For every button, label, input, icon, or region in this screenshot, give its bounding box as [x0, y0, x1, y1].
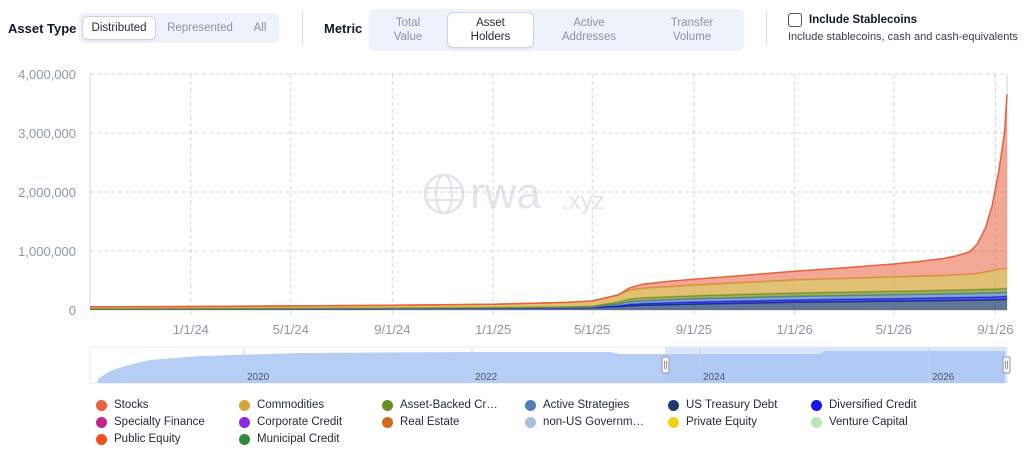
divider: [302, 10, 303, 46]
legend-item-real-estate[interactable]: Real Estate: [382, 416, 459, 428]
navigator-left-handle[interactable]: [661, 356, 670, 374]
globe-icon-meridian: [435, 174, 453, 214]
legend-label: Asset-Backed Cr…: [400, 399, 498, 411]
navigator-year-label: 2026: [932, 372, 955, 383]
metric-asset-holders-button[interactable]: Asset Holders: [447, 12, 534, 48]
y-tick-label: 3,000,000: [18, 126, 76, 141]
series-area-commodities: [90, 268, 1007, 309]
legend-label: Private Equity: [686, 416, 757, 428]
include-stablecoins-description: Include stablecoins, cash and cash-equiv…: [788, 31, 1018, 43]
legend-swatch: [525, 399, 536, 411]
legend-swatch: [382, 399, 393, 411]
legend-label: Corporate Credit: [257, 416, 343, 428]
legend-item-asset-backed-cr[interactable]: Asset-Backed Cr…: [382, 399, 498, 411]
x-tick-label: 1/1/24: [173, 322, 209, 337]
legend-label: Public Equity: [114, 433, 181, 445]
legend-swatch: [668, 399, 679, 411]
legend-item-specialty-finance[interactable]: Specialty Finance: [96, 416, 205, 428]
x-tick-label: 5/1/24: [273, 322, 309, 337]
legend-swatch: [525, 416, 536, 428]
y-tick-label: 2,000,000: [18, 185, 76, 200]
legend-swatch: [96, 416, 107, 428]
x-tick-label: 9/1/24: [374, 322, 410, 337]
watermark-suffix: .xyz: [562, 188, 605, 215]
watermark: rwa .xyz: [423, 169, 605, 218]
watermark-text: rwa: [470, 169, 541, 218]
legend-item-stocks[interactable]: Stocks: [96, 399, 149, 411]
legend-label: Real Estate: [400, 416, 460, 428]
legend-item-corporate-credit[interactable]: Corporate Credit: [239, 416, 342, 428]
series-areas: [89, 94, 1008, 310]
legend-swatch: [811, 416, 822, 428]
legend-swatch: [96, 399, 107, 411]
legend-swatch: [668, 416, 679, 428]
x-tick-label: 9/1/26: [977, 322, 1013, 337]
x-axis: 1/1/24 5/1/24 9/1/24 1/1/25 5/1/25 9/1/25 1/1/…: [173, 310, 1014, 337]
legend-item-us-treasury-debt[interactable]: US Treasury Debt: [668, 399, 777, 411]
y-tick-label: 0: [69, 303, 76, 318]
metric-toggle: Total Value Asset Holders Active Address…: [369, 9, 744, 51]
include-stablecoins-checkbox[interactable]: [788, 13, 802, 27]
y-tick-label: 4,000,000: [18, 67, 76, 82]
legend-swatch: [239, 416, 250, 428]
legend-item-active-strategies[interactable]: Active Strategies: [525, 399, 629, 411]
legend-label: Commodities: [257, 399, 325, 411]
navigator-area: [98, 351, 1005, 383]
metric-label: Metric: [324, 21, 363, 36]
legend-item-public-equity[interactable]: Public Equity: [96, 433, 180, 445]
legend-label: US Treasury Debt: [686, 399, 778, 411]
legend-swatch: [382, 416, 393, 428]
globe-icon: [423, 173, 465, 215]
asset-type-distributed-button[interactable]: Distributed: [82, 16, 156, 40]
legend-label: Municipal Credit: [257, 433, 340, 445]
divider: [766, 10, 767, 46]
legend-item-venture-capital[interactable]: Venture Capital: [811, 416, 908, 428]
legend-label: Diversified Credit: [829, 399, 917, 411]
legend-swatch: [239, 399, 250, 411]
legend-swatch: [811, 399, 822, 411]
navigator-year-label: 2020: [247, 372, 270, 383]
asset-type-all-button[interactable]: All: [253, 22, 267, 34]
y-axis: 0 1,000,000 2,000,000 3,000,000 4,000,000: [18, 67, 76, 318]
legend-label: Stocks: [114, 399, 149, 411]
legend-label: Specialty Finance: [114, 416, 205, 428]
legend-label: Active Strategies: [543, 399, 630, 411]
asset-type-toggle: Distributed Represented All: [79, 13, 279, 43]
legend-item-municipal-credit[interactable]: Municipal Credit: [239, 433, 339, 445]
navigator-year-label: 2024: [703, 372, 726, 383]
asset-type-represented-button[interactable]: Represented: [167, 22, 233, 34]
legend-swatch: [239, 433, 250, 445]
x-tick-label: 5/1/25: [574, 322, 610, 337]
chart-legend: Stocks Commodities Asset-Backed Cr… Active …: [96, 399, 996, 453]
time-navigator: 2020 2022 2024 2026: [89, 346, 1011, 384]
legend-item-commodities[interactable]: Commodities: [239, 399, 324, 411]
legend-label: non-US Governm…: [543, 416, 644, 428]
asset-type-label: Asset Type: [8, 21, 77, 36]
include-stablecoins-label: Include Stablecoins: [809, 14, 917, 26]
stacked-area-chart[interactable]: rwa .xyz 0 1,000,000 2,000,000 3,000,000 4,0…: [0, 0, 1024, 400]
x-tick-label: 1/1/25: [475, 322, 511, 337]
y-tick-label: 1,000,000: [18, 244, 76, 259]
x-tick-label: 1/1/26: [777, 322, 813, 337]
legend-swatch: [96, 433, 107, 445]
metric-active-addresses-button[interactable]: Active Addresses: [561, 17, 617, 43]
x-tick-label: 5/1/26: [876, 322, 912, 337]
x-tick-label: 9/1/25: [676, 322, 712, 337]
legend-item-non-us-governm[interactable]: non-US Governm…: [525, 416, 644, 428]
legend-label: Venture Capital: [829, 416, 908, 428]
navigator-right-handle[interactable]: [1002, 356, 1011, 374]
series-area-us-treasury-debt: [90, 299, 1007, 310]
legend-item-diversified-credit[interactable]: Diversified Credit: [811, 399, 917, 411]
series-line-stocks: [89, 94, 1008, 308]
series-area-stocks: [90, 94, 1007, 307]
metric-total-value-button[interactable]: Total Value: [393, 17, 423, 43]
chart-controls: Asset Type Distributed Represented All M…: [0, 0, 1024, 56]
navigator-year-label: 2022: [475, 372, 498, 383]
metric-transfer-volume-button[interactable]: Transfer Volume: [670, 17, 714, 43]
legend-item-private-equity[interactable]: Private Equity: [668, 416, 757, 428]
